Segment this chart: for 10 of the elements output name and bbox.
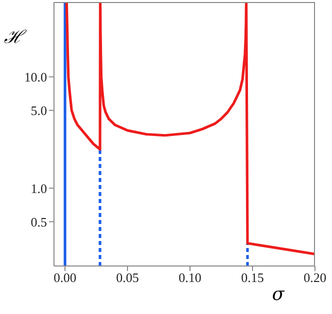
x-tick-label: 0.15 <box>241 270 264 286</box>
x-axis-title: σ <box>272 284 284 305</box>
x-tick-label: 0.05 <box>116 270 139 286</box>
x-tick-label: 0.20 <box>304 270 326 286</box>
y-tick-label: 1.0 <box>30 180 47 196</box>
y-tick-label: 10.0 <box>24 69 47 84</box>
y-tick-label: 5.0 <box>30 102 47 118</box>
x-tick-label: 0.10 <box>178 270 202 286</box>
x-tick-label: 0.00 <box>54 270 76 286</box>
y-tick-label: 0.5 <box>30 214 47 230</box>
